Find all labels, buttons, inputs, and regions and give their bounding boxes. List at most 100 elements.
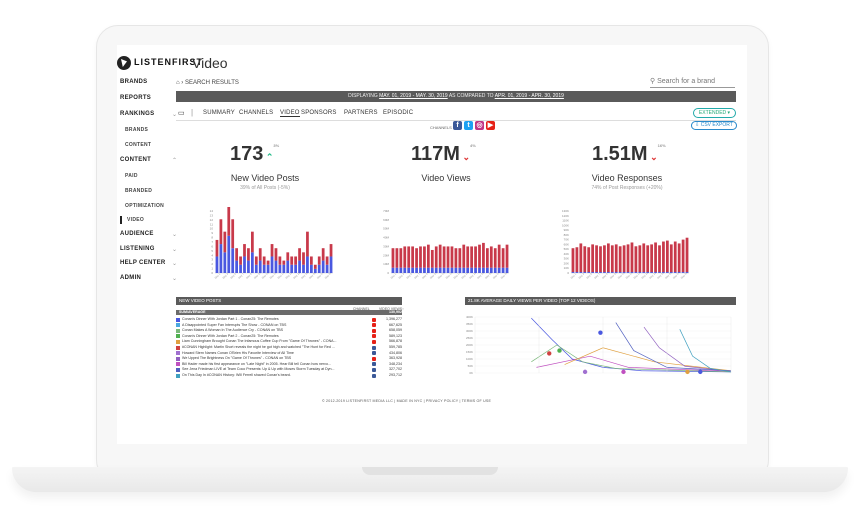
bar-segment[interactable] bbox=[610, 245, 614, 273]
bar-segment[interactable] bbox=[434, 267, 438, 273]
bar-segment[interactable] bbox=[282, 260, 286, 265]
series-line[interactable] bbox=[679, 329, 732, 373]
series-line[interactable] bbox=[536, 355, 732, 372]
bar-segment[interactable] bbox=[411, 246, 415, 268]
bar-segment[interactable] bbox=[575, 247, 579, 273]
table-row[interactable]: Conan's Dinner With Jordan Part 1 - Cona… bbox=[176, 317, 402, 322]
data-point[interactable] bbox=[547, 351, 552, 356]
extended-dropdown[interactable]: EXTENDED ▾ bbox=[693, 108, 736, 118]
bar-segment[interactable] bbox=[438, 267, 442, 273]
series-line[interactable] bbox=[643, 326, 732, 372]
home-icon[interactable]: ⌂ bbox=[176, 80, 180, 86]
tab-episodic[interactable]: EPISODIC bbox=[383, 110, 414, 116]
bar-segment[interactable] bbox=[591, 244, 595, 273]
breadcrumb-label[interactable]: › SEARCH RESULTS bbox=[181, 80, 239, 86]
bar-segment[interactable] bbox=[274, 248, 278, 261]
bar-segment[interactable] bbox=[317, 264, 321, 273]
data-point[interactable] bbox=[621, 369, 626, 375]
bar-segment[interactable] bbox=[466, 246, 470, 268]
bar-segment[interactable] bbox=[325, 264, 329, 273]
bar-segment[interactable] bbox=[302, 252, 305, 265]
sidebar-item-content[interactable]: CONTENT bbox=[120, 157, 152, 163]
bar-segment[interactable] bbox=[646, 245, 650, 273]
bar-segment[interactable] bbox=[658, 245, 661, 273]
bar-segment[interactable] bbox=[478, 267, 481, 273]
bar-segment[interactable] bbox=[446, 246, 450, 268]
bar-segment[interactable] bbox=[395, 267, 399, 273]
bar-segment[interactable] bbox=[470, 267, 474, 273]
bar-segment[interactable] bbox=[254, 256, 258, 265]
bar-segment[interactable] bbox=[423, 267, 426, 273]
bar-segment[interactable] bbox=[614, 272, 618, 273]
bar-segment[interactable] bbox=[579, 272, 583, 273]
bar-segment[interactable] bbox=[634, 272, 638, 273]
bar-segment[interactable] bbox=[681, 239, 685, 273]
series-line[interactable] bbox=[531, 317, 732, 373]
bar-segment[interactable] bbox=[606, 272, 610, 273]
bar-segment[interactable] bbox=[254, 264, 258, 273]
sidebar-item-optimization[interactable]: OPTIMIZATION bbox=[125, 203, 165, 209]
table-row[interactable]: We Upped The Brightness On "Game Of Thro… bbox=[176, 356, 402, 361]
sidebar-item-brands[interactable]: BRANDS bbox=[120, 79, 148, 85]
bar-segment[interactable] bbox=[313, 268, 317, 273]
bar-segment[interactable] bbox=[391, 248, 395, 268]
search-input[interactable]: ⚲ Search for a brand bbox=[650, 77, 735, 88]
bar-segment[interactable] bbox=[571, 272, 575, 273]
video-title[interactable]: Conan's Dinner With Jordan Part 1 - Cona… bbox=[182, 317, 279, 321]
chevron-icon[interactable]: ⌄ bbox=[172, 276, 178, 282]
data-point[interactable] bbox=[698, 369, 703, 375]
bar-segment[interactable] bbox=[599, 246, 602, 273]
breadcrumb[interactable]: ⌂ › SEARCH RESULTS bbox=[176, 80, 239, 86]
bar-segment[interactable] bbox=[662, 272, 665, 273]
bar-segment[interactable] bbox=[501, 267, 505, 273]
bar-segment[interactable] bbox=[290, 256, 294, 265]
table-row[interactable]: A Disappointed Super Fan Interrupts The … bbox=[176, 323, 402, 328]
bar-segment[interactable] bbox=[470, 246, 474, 268]
bar-segment[interactable] bbox=[430, 249, 434, 268]
bar-segment[interactable] bbox=[606, 243, 610, 273]
bar-segment[interactable] bbox=[235, 248, 239, 261]
bar-segment[interactable] bbox=[231, 248, 235, 273]
bar-segment[interactable] bbox=[450, 246, 454, 268]
bar-segment[interactable] bbox=[662, 241, 665, 273]
series-line[interactable] bbox=[531, 344, 732, 373]
bar-segment[interactable] bbox=[419, 267, 422, 273]
series-line[interactable] bbox=[564, 347, 732, 372]
bar-segment[interactable] bbox=[654, 272, 657, 273]
video-title[interactable]: Liam Cunningham Brought Conan The Infamo… bbox=[182, 339, 337, 344]
bar-segment[interactable] bbox=[618, 272, 622, 273]
bar-segment[interactable] bbox=[642, 272, 646, 273]
tab-video[interactable]: VIDEO bbox=[280, 110, 300, 117]
bar-segment[interactable] bbox=[239, 256, 242, 265]
chevron-icon[interactable]: ⌄ bbox=[172, 261, 178, 267]
bar-segment[interactable] bbox=[646, 272, 650, 273]
table-row[interactable]: Howard Stern Names Conan O'Brien His Fav… bbox=[176, 351, 402, 356]
video-title[interactable]: Conan Makes A Woman In The Audience Cry … bbox=[182, 328, 284, 333]
bar-segment[interactable] bbox=[614, 244, 618, 273]
bar-segment[interactable] bbox=[231, 219, 235, 249]
listenfirst-logo-icon[interactable] bbox=[117, 56, 131, 70]
bar-segment[interactable] bbox=[587, 247, 591, 273]
bar-segment[interactable] bbox=[286, 260, 290, 273]
bar-segment[interactable] bbox=[497, 267, 501, 273]
bar-segment[interactable] bbox=[485, 267, 489, 273]
bar-segment[interactable] bbox=[669, 244, 673, 273]
bar-segment[interactable] bbox=[426, 244, 430, 268]
bar-segment[interactable] bbox=[466, 267, 470, 273]
bar-segment[interactable] bbox=[450, 267, 454, 273]
bar-segment[interactable] bbox=[669, 272, 673, 273]
bar-segment[interactable] bbox=[454, 248, 458, 268]
bar-segment[interactable] bbox=[403, 246, 407, 268]
sidebar-item-brands[interactable]: BRANDS bbox=[125, 127, 149, 133]
bar-segment[interactable] bbox=[458, 267, 462, 273]
bar-segment[interactable] bbox=[302, 264, 305, 273]
bar-segment[interactable] bbox=[309, 264, 313, 273]
sidebar-item-audience[interactable]: AUDIENCE bbox=[120, 231, 154, 237]
bar-segment[interactable] bbox=[391, 267, 395, 273]
bar-segment[interactable] bbox=[505, 267, 509, 273]
table-row[interactable]: #CONAN Highlight: Martin Short reveals t… bbox=[176, 345, 402, 350]
bar-segment[interactable] bbox=[262, 264, 266, 273]
video-title[interactable]: Howard Stern Names Conan O'Brien His Fav… bbox=[182, 350, 294, 355]
bar-segment[interactable] bbox=[681, 272, 685, 273]
bar-segment[interactable] bbox=[266, 264, 270, 273]
